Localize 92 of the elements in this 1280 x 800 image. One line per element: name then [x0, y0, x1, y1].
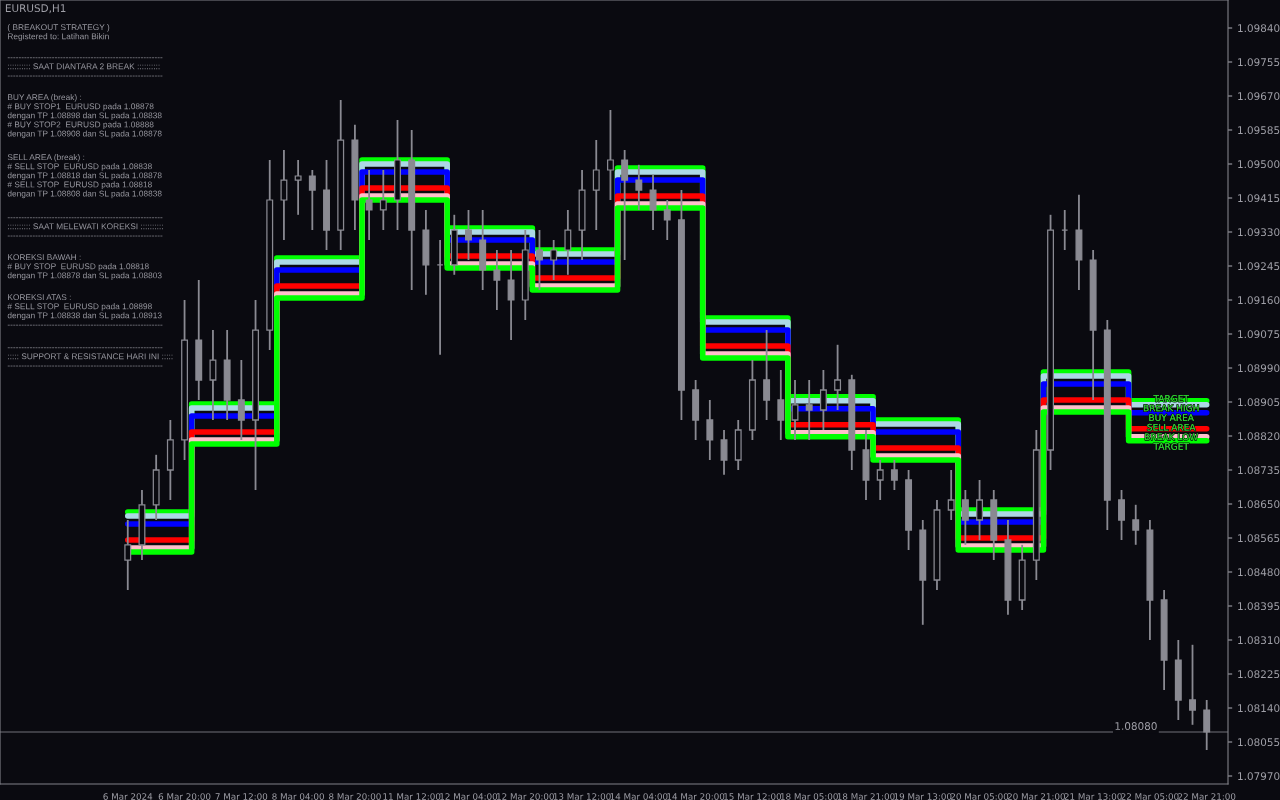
- ref-line-label: 1.08080: [1115, 722, 1157, 730]
- x-tick-label: 11 Mar 12:00: [383, 793, 441, 800]
- x-tick-label: 15 Mar 12:00: [724, 793, 782, 800]
- y-tick-label: 1.09670: [1238, 92, 1280, 101]
- candlestick: [706, 399, 714, 461]
- candlestick: [124, 519, 132, 591]
- annotation: BUY AREA (break) : # BUY STOP1 EURUSD pada 1.08878 dengan TP 1.08898 dan SL pada 1.08838 # BUY STOP2 EURUSD pada 1.08888 dengan TP 1.08908 dan SL pada 1.08878: [7, 94, 162, 139]
- y-tick-label: 1.09160: [1238, 296, 1280, 305]
- y-tick-label: 1.08905: [1238, 398, 1280, 407]
- x-tick-label: 20 Mar 05:00: [950, 793, 1009, 800]
- y-tick-label: 1.09245: [1238, 262, 1280, 271]
- y-tick-label: 1.08480: [1238, 568, 1280, 577]
- annotation: -------------------------------------------------------- ::::: SUPPORT & RESISTANCE HARI INI ::::: --------------------------------------------------------: [7, 347, 173, 367]
- y-tick-label: 1.09500: [1238, 160, 1280, 169]
- candlestick: [365, 169, 373, 241]
- y-tick-label: 1.09840: [1238, 24, 1280, 33]
- candlestick: [720, 429, 728, 476]
- candlestick: [819, 369, 827, 431]
- x-tick-label: 12 Mar 04:00: [440, 793, 498, 800]
- candlestick: [834, 343, 842, 411]
- candlestick: [379, 169, 387, 231]
- annotation: -------------------------------------------------------- :::::::::: SAAT DIANTARA 2 BREAK :::::::::: --------------------------------------------------------: [7, 57, 163, 77]
- annotation: KOREKSI BAWAH : # BUY STOP EURUSD pada 1.08818 dengan TP 1.08878 dan SL pada 1.08803: [7, 254, 162, 280]
- candlestick: [1203, 699, 1211, 751]
- x-tick-label: 13 Mar 12:00: [553, 793, 611, 800]
- y-tick-label: 1.07970: [1238, 772, 1280, 781]
- x-tick-label: 18 Mar 05:00: [780, 793, 838, 800]
- candlestick: [465, 209, 472, 261]
- candlestick: [791, 379, 799, 441]
- candlestick: [635, 163, 643, 211]
- candlestick: [1132, 503, 1140, 546]
- candlestick: [564, 209, 572, 276]
- candlestick: [805, 379, 813, 441]
- x-tick-label: 18 Mar 21:00: [837, 793, 895, 800]
- candlestick: [947, 469, 955, 521]
- y-tick-label: 1.09755: [1238, 58, 1280, 67]
- candlestick: [209, 329, 217, 421]
- x-tick-label: 22 Mar 05:00: [1121, 793, 1179, 800]
- x-tick-label: 8 Mar 04:00: [272, 793, 324, 800]
- y-tick-label: 1.09415: [1238, 194, 1280, 203]
- candlestick: [237, 359, 245, 441]
- x-tick-label: 14 Mar 04:00: [610, 793, 668, 800]
- candlestick: [550, 239, 558, 281]
- y-tick-label: 1.08990: [1238, 364, 1280, 373]
- y-tick-label: 1.08820: [1238, 432, 1280, 441]
- x-tick-label: 20 Mar 21:00: [1007, 793, 1065, 800]
- annotation: KOREKSI ATAS : # SELL STOP EURUSD pada 1.08898 dengan TP 1.08838 dan SL pada 1.08913 --------------------------------------------------------: [7, 294, 163, 326]
- annotation: -------------------------------------------------------- :::::::::: SAAT MELEWATI KOREKSI :::::::::: --------------------------------------------------------: [7, 217, 163, 237]
- x-tick-label: 14 Mar 20:00: [667, 793, 725, 800]
- candlestick: [876, 459, 884, 501]
- candlestick: [777, 369, 785, 441]
- y-tick-label: 1.08650: [1238, 500, 1280, 509]
- y-tick-label: 1.08055: [1238, 738, 1280, 747]
- y-tick-label: 1.09075: [1238, 330, 1280, 339]
- candlestick: [976, 479, 984, 541]
- y-tick-label: 1.08395: [1238, 602, 1280, 611]
- candlestick: [308, 169, 316, 231]
- candlestick: [1189, 643, 1196, 726]
- y-tick-label: 1.08565: [1238, 534, 1280, 543]
- x-tick-label: 22 Mar 21:00: [1178, 793, 1236, 800]
- x-tick-label: 12 Mar 20:00: [497, 793, 554, 800]
- candlestick: [294, 159, 302, 216]
- candlestick: [890, 459, 898, 491]
- y-tick-label: 1.08735: [1238, 466, 1280, 475]
- candlestick: [1118, 489, 1125, 541]
- y-tick-label: 1.08225: [1238, 670, 1280, 679]
- y-tick-label: 1.08140: [1238, 704, 1280, 713]
- candlestick: [536, 229, 543, 291]
- text: ( BREAKOUT STRATEGY ) Registered to: Latihan Bikin: [7, 24, 110, 41]
- candlestick: [280, 149, 288, 241]
- candlestick: [621, 149, 629, 261]
- text: EURUSD,H1: [5, 4, 66, 14]
- candlestick: [961, 489, 969, 546]
- candlestick: [507, 249, 515, 341]
- annotation: TARGET: [1153, 442, 1189, 450]
- candlestick: [493, 249, 501, 311]
- y-tick-label: 1.08310: [1238, 636, 1280, 645]
- x-tick-label: 6 Mar 2024: [103, 793, 153, 800]
- candlestick: [649, 173, 657, 231]
- x-tick-label: 6 Mar 20:00: [158, 793, 211, 800]
- x-tick-label: 21 Mar 13:00: [1064, 793, 1122, 800]
- y-tick-label: 1.09330: [1238, 228, 1280, 237]
- x-tick-label: 7 Mar 12:00: [215, 793, 268, 800]
- annotation: BUY AREA: [1149, 414, 1194, 422]
- candlestick: [763, 329, 771, 421]
- candlestick: [606, 109, 614, 201]
- x-tick-label: 19 Mar 13:00: [894, 793, 952, 800]
- x-tick-label: 8 Mar 20:00: [329, 793, 381, 800]
- annotation: SELL AREA (break) : # SELL STOP EURUSD pada 1.08838 dengan TP 1.08818 dan SL pada 1.08878 # SELL STOP EURUSD pada 1.08818 dengan TP 1.08808 dan SL pada 1.08838: [7, 154, 162, 199]
- candlestick: [663, 199, 671, 241]
- y-tick-label: 1.09585: [1238, 126, 1280, 135]
- candlestick: [592, 139, 600, 231]
